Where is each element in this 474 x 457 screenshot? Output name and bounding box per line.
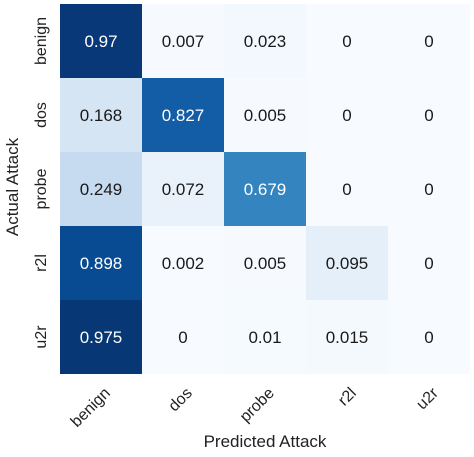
heatmap-cell-u2r-dos [142, 300, 224, 374]
cell-value-label: 0 [424, 328, 433, 347]
heatmap-cell-probe-benign [60, 152, 142, 226]
heatmap-cell-probe-dos [142, 152, 224, 226]
x-tick-label-benign: benign [68, 385, 114, 431]
cell-value-label: 0.005 [244, 106, 287, 125]
cell-value-label: 0.01 [248, 328, 281, 347]
x-tick-label-r2l: r2l [335, 385, 360, 410]
cell-value-label: 0.249 [80, 180, 123, 199]
heatmap-cell-benign-probe [224, 4, 306, 78]
heatmap-cell-dos-probe [224, 78, 306, 152]
x-tick-label-probe: probe [237, 385, 278, 426]
cell-value-label: 0.827 [162, 106, 205, 125]
y-tick-label-dos: dos [33, 102, 50, 128]
heatmap-cell-r2l-u2r [388, 226, 470, 300]
x-tick-label-u2r: u2r [413, 384, 442, 413]
x-axis-label: Predicted Attack [204, 432, 327, 451]
heatmap-cell-dos-r2l [306, 78, 388, 152]
cell-value-label: 0.023 [244, 32, 287, 51]
cell-value-label: 0.095 [326, 254, 369, 273]
cell-value-label: 0.679 [244, 180, 287, 199]
heatmap-cell-probe-u2r [388, 152, 470, 226]
y-axis-label: Actual Attack [3, 137, 22, 236]
heatmap-cell-benign-r2l [306, 4, 388, 78]
y-tick-label-benign: benign [33, 17, 50, 65]
y-tick-label-u2r: u2r [33, 325, 50, 349]
cell-value-label: 0.898 [80, 254, 123, 273]
heatmap-cell-benign-benign [60, 4, 142, 78]
heatmap-cell-dos-dos [142, 78, 224, 152]
cells-layer [60, 4, 470, 374]
cell-value-label: 0 [342, 32, 351, 51]
cell-value-label: 0 [424, 180, 433, 199]
heatmap-cell-u2r-probe [224, 300, 306, 374]
heatmap-cell-benign-u2r [388, 4, 470, 78]
cell-value-label: 0.97 [84, 32, 117, 51]
heatmap-cell-u2r-r2l [306, 300, 388, 374]
cell-value-label: 0.007 [162, 32, 205, 51]
cell-value-label: 0 [342, 106, 351, 125]
cell-value-label: 0.005 [244, 254, 287, 273]
heatmap-cell-u2r-u2r [388, 300, 470, 374]
heatmap-cell-u2r-benign [60, 300, 142, 374]
heatmap-cell-probe-probe [224, 152, 306, 226]
y-tick-label-r2l: r2l [33, 254, 50, 272]
x-tick-label-dos: dos [166, 385, 196, 415]
cell-labels-layer: 0.97 0.007 0.023 0 0 0.168 0.827 0.005 0 0 0.249 0.… [80, 32, 434, 347]
cell-value-label: 0.072 [162, 180, 205, 199]
cell-value-label: 0 [424, 254, 433, 273]
cell-value-label: 0.975 [80, 328, 123, 347]
y-tick-label-probe: probe [33, 168, 50, 209]
cell-value-label: 0 [424, 32, 433, 51]
cell-value-label: 0.168 [80, 106, 123, 125]
cell-value-label: 0 [424, 106, 433, 125]
cell-value-label: 0.015 [326, 328, 369, 347]
x-ticks-layer: benign dos probe r2l u2r [68, 384, 442, 430]
y-ticks-layer: benign dos probe r2l u2r [33, 17, 50, 349]
heatmap-cell-r2l-probe [224, 226, 306, 300]
heatmap-cell-r2l-benign [60, 226, 142, 300]
heatmap-cell-benign-dos [142, 4, 224, 78]
cell-value-label: 0 [342, 180, 351, 199]
cell-value-label: 0 [178, 328, 187, 347]
heatmap-cell-r2l-dos [142, 226, 224, 300]
heatmap-cell-dos-benign [60, 78, 142, 152]
cell-value-label: 0.002 [162, 254, 205, 273]
heatmap-cell-dos-u2r [388, 78, 470, 152]
heatmap-cell-r2l-r2l [306, 226, 388, 300]
heatmap-cell-probe-r2l [306, 152, 388, 226]
